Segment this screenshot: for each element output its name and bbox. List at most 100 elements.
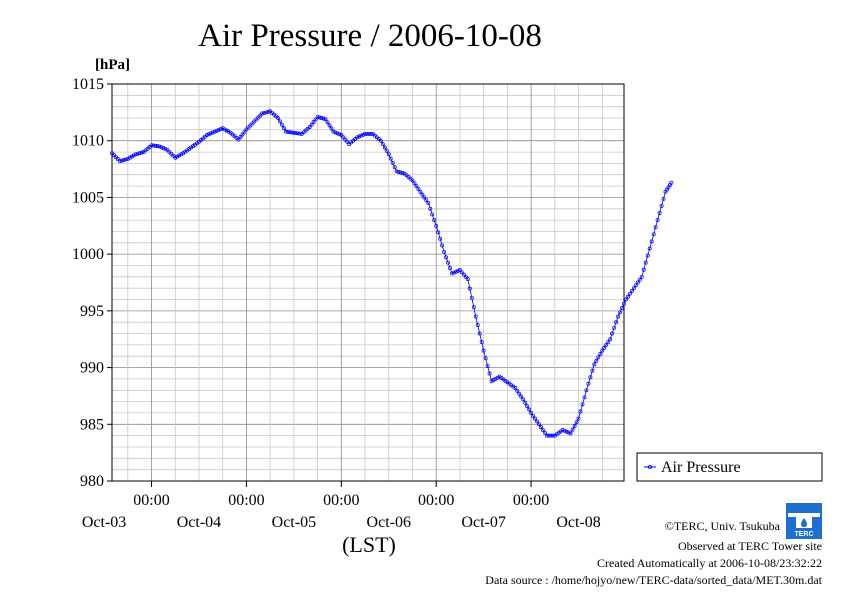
data-point [289, 130, 294, 135]
data-point [592, 362, 597, 367]
data-point [129, 154, 134, 159]
data-point [661, 196, 666, 201]
y-tick-label: 1010 [72, 133, 104, 150]
data-point [341, 135, 346, 140]
data-point [400, 171, 405, 175]
data-point [469, 295, 474, 300]
data-point [117, 159, 122, 164]
data-point [384, 148, 389, 153]
data-point [260, 111, 265, 116]
data-point [519, 394, 524, 399]
data-point [594, 358, 599, 363]
data-point [226, 129, 231, 134]
data-point [246, 125, 251, 130]
data-point [325, 120, 330, 125]
data-point [337, 132, 342, 137]
data-point [432, 218, 437, 223]
x-tick-date: Oct-04 [177, 514, 221, 531]
data-point [331, 129, 336, 134]
footer-created: Created Automatically at 2006-10-08/23:3… [597, 556, 822, 570]
data-point [212, 129, 217, 134]
data-point [606, 340, 611, 345]
data-point [598, 352, 603, 356]
data-point [390, 160, 395, 165]
data-point [252, 119, 257, 124]
data-point [112, 153, 116, 158]
data-point [333, 130, 338, 135]
data-point [224, 128, 229, 133]
data-point [345, 139, 350, 144]
footer-source: Data source : /home/hojyo/new/TERC-data/… [485, 573, 822, 587]
data-point [647, 246, 652, 251]
data-point [125, 156, 130, 161]
data-point [450, 271, 454, 276]
data-point [531, 413, 536, 418]
grid [112, 84, 624, 481]
data-point [206, 132, 211, 137]
data-point [276, 116, 281, 120]
data-point [669, 180, 674, 185]
data-point [317, 115, 322, 120]
data-point [537, 422, 541, 427]
data-point [446, 260, 451, 265]
x-tick-date: Oct-07 [461, 514, 505, 531]
data-point [426, 201, 431, 206]
data-point [608, 337, 613, 342]
data-point [493, 376, 498, 381]
data-point [394, 169, 399, 174]
data-point [396, 169, 401, 174]
data-point [430, 212, 435, 217]
data-point [657, 211, 662, 215]
data-point [110, 151, 114, 156]
data-point [139, 150, 144, 155]
data-point [517, 391, 522, 396]
data-point [562, 428, 567, 433]
data-point [323, 117, 328, 122]
data-point [210, 130, 215, 135]
data-point [179, 152, 184, 157]
data-point [515, 388, 520, 393]
data-point [622, 301, 626, 306]
data-point [643, 260, 648, 265]
data-point [256, 115, 261, 120]
data-point [584, 388, 589, 393]
data-point [242, 129, 247, 134]
data-point [335, 131, 340, 136]
data-point [440, 243, 445, 248]
x-tick-date: Oct-08 [556, 514, 600, 531]
data-point [645, 253, 650, 258]
data-point [544, 433, 549, 438]
data-point [428, 206, 433, 211]
data-point [649, 239, 654, 244]
data-point [416, 186, 421, 191]
x-tick-date: Oct-06 [367, 514, 411, 531]
data-point [442, 249, 447, 254]
data-point [151, 143, 156, 148]
data-point [236, 137, 241, 142]
data-point [153, 143, 158, 148]
data-point [487, 371, 492, 376]
data-point [216, 127, 221, 132]
data-point [612, 325, 617, 330]
data-point [586, 381, 591, 386]
data-point [614, 320, 619, 325]
data-point [602, 345, 607, 350]
x-axis-ticks: 00:00 Oct-03 00:00 Oct-04 00:00 Oct-05 00:00 Oc… [82, 481, 601, 531]
terc-logo-icon: TERC [786, 503, 822, 539]
data-point [610, 331, 615, 336]
data-point [155, 144, 160, 149]
data-point [123, 157, 128, 162]
data-point [262, 110, 267, 115]
logo-text: TERC [794, 531, 813, 538]
data-point [264, 110, 269, 115]
data-point [167, 149, 172, 154]
data-point [380, 142, 385, 147]
data-point [278, 119, 282, 124]
y-tick-label: 1005 [72, 189, 104, 206]
data-point [287, 130, 292, 135]
data-point [359, 133, 364, 138]
data-point [653, 225, 658, 230]
data-point [572, 424, 577, 428]
data-point [218, 127, 223, 132]
